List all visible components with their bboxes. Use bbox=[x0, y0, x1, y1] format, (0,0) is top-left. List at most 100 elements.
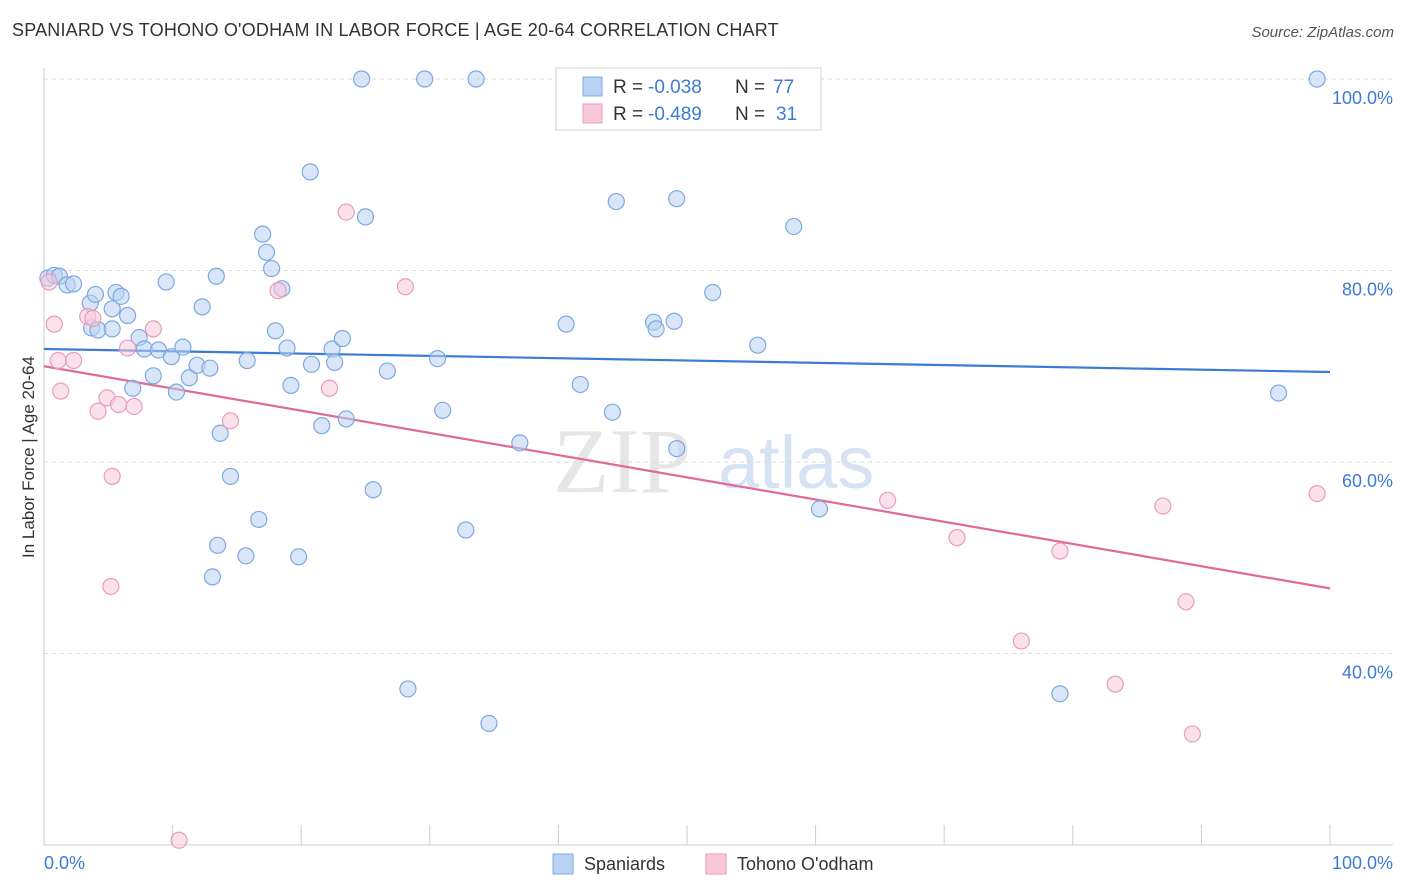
spaniards-point-61 bbox=[607, 192, 625, 211]
legend-tohono-label: Tohono O'odham bbox=[737, 854, 874, 874]
spaniards-point-44 bbox=[333, 329, 351, 348]
spaniards-point-43 bbox=[326, 353, 344, 372]
spaniards-point-7 bbox=[86, 285, 105, 304]
spaniards-point-40 bbox=[302, 355, 321, 373]
tick-labels: 100.0% 80.0% 60.0% 40.0% 0.0% 100.0% bbox=[44, 88, 1393, 873]
spaniards-point-48 bbox=[353, 70, 371, 88]
data-points bbox=[39, 70, 1326, 849]
tohono-point-13 bbox=[125, 397, 143, 416]
trend-lines bbox=[43, 347, 1331, 590]
spaniards-point-23 bbox=[180, 369, 198, 387]
spaniards-point-13 bbox=[118, 306, 137, 325]
stats-legend: R = -0.038 N = 77 R = -0.489 N = 31 bbox=[555, 67, 822, 131]
y-tick-label-100: 100.0% bbox=[1332, 88, 1393, 108]
spaniards-point-68 bbox=[749, 336, 767, 354]
spaniards-point-27 bbox=[207, 267, 225, 285]
spaniards-point-14 bbox=[124, 379, 142, 397]
spaniards-point-4 bbox=[64, 275, 83, 293]
tohono-point-30 bbox=[1308, 484, 1326, 503]
spaniards-point-70 bbox=[810, 500, 829, 518]
spaniards-point-64 bbox=[665, 312, 683, 330]
source-label: Source: ZipAtlas.com bbox=[1251, 24, 1394, 41]
series-legend: Spaniards Tohono O'odham bbox=[552, 853, 874, 875]
legend-r-value-blue: -0.038 bbox=[648, 77, 702, 98]
spaniards-point-25 bbox=[193, 298, 211, 316]
x-tick-label-right: 100.0% bbox=[1332, 853, 1393, 873]
y-tick-label-80: 80.0% bbox=[1342, 280, 1393, 300]
spaniards-point-52 bbox=[399, 680, 417, 698]
spaniards-point-65 bbox=[668, 439, 686, 458]
spaniards-point-31 bbox=[250, 510, 268, 529]
spaniards-point-72 bbox=[203, 568, 222, 586]
spaniards-point-73 bbox=[209, 536, 227, 554]
spaniards-point-54 bbox=[434, 401, 452, 419]
chart-title: SPANIARD VS TOHONO O'ODHAM IN LABOR FORC… bbox=[12, 20, 779, 40]
tohono-point-3 bbox=[52, 382, 70, 400]
legend-tohono-swatch bbox=[705, 853, 727, 875]
tohono-point-1 bbox=[45, 315, 63, 333]
spaniards-point-76 bbox=[1308, 70, 1326, 88]
tohono-point-27 bbox=[1154, 497, 1172, 515]
tohono-point-2 bbox=[49, 351, 67, 370]
y-tick-label-60: 60.0% bbox=[1342, 471, 1393, 491]
tohono-point-4 bbox=[64, 351, 83, 370]
spaniards-point-60 bbox=[603, 403, 622, 421]
spaniards-point-26 bbox=[201, 359, 219, 377]
legend-swatch-blue bbox=[582, 76, 603, 97]
tohono-point-28 bbox=[1177, 593, 1195, 611]
watermark: ZIP atlas bbox=[553, 410, 874, 512]
spaniards-point-50 bbox=[467, 70, 485, 88]
legend-r-value-pink: -0.489 bbox=[648, 104, 702, 125]
spaniards-point-28 bbox=[211, 424, 229, 442]
spaniards-point-66 bbox=[668, 190, 686, 208]
tohono-point-22 bbox=[879, 491, 897, 509]
tohono-point-12 bbox=[118, 339, 137, 357]
tohono-point-16 bbox=[221, 412, 240, 430]
tohono-point-23 bbox=[948, 529, 966, 547]
tohono-point-0 bbox=[40, 273, 58, 291]
y-tick-label-40: 40.0% bbox=[1342, 663, 1393, 683]
spaniards-point-34 bbox=[266, 322, 285, 340]
spaniards-point-19 bbox=[157, 273, 175, 291]
spaniards-point-77 bbox=[1269, 384, 1288, 402]
legend-n-label-blue: N = bbox=[735, 77, 765, 98]
spaniards-point-47 bbox=[364, 481, 382, 499]
tohono-point-11 bbox=[109, 395, 128, 414]
tohono-point-6 bbox=[84, 309, 102, 327]
spaniards-point-38 bbox=[290, 548, 308, 566]
y-axis-label: In Labor Force | Age 20-64 bbox=[19, 356, 38, 558]
tohono-point-10 bbox=[102, 577, 120, 596]
spaniards-point-69 bbox=[785, 217, 803, 236]
spaniards-point-41 bbox=[313, 417, 331, 435]
legend-n-label-pink: N = bbox=[735, 104, 765, 125]
tohono-trend-line bbox=[43, 365, 1331, 590]
tohono-point-9 bbox=[103, 467, 121, 485]
spaniards-point-71 bbox=[263, 259, 281, 278]
spaniards-point-17 bbox=[144, 367, 162, 385]
spaniards-point-58 bbox=[557, 315, 575, 333]
spaniards-point-45 bbox=[337, 410, 355, 428]
spaniards-point-36 bbox=[278, 339, 296, 357]
tohono-point-25 bbox=[1051, 542, 1069, 560]
tohono-point-20 bbox=[396, 278, 414, 296]
spaniards-point-63 bbox=[647, 320, 665, 338]
legend-spaniards-swatch bbox=[552, 853, 574, 875]
spaniards-point-39 bbox=[301, 163, 319, 181]
spaniards-point-9 bbox=[103, 300, 121, 318]
legend-spaniards-label: Spaniards bbox=[584, 854, 665, 874]
watermark-zip: ZIP bbox=[553, 410, 691, 512]
spaniards-point-51 bbox=[378, 362, 396, 380]
spaniards-point-21 bbox=[167, 383, 186, 401]
spaniards-point-67 bbox=[704, 283, 722, 302]
tohono-point-17 bbox=[269, 282, 287, 300]
spaniards-point-75 bbox=[1051, 685, 1069, 703]
legend-r-label-blue: R = bbox=[613, 77, 643, 98]
spaniards-point-59 bbox=[571, 375, 589, 394]
tohono-point-18 bbox=[320, 379, 339, 397]
tohono-point-24 bbox=[1012, 632, 1030, 650]
spaniards-point-30 bbox=[238, 351, 256, 370]
spaniards-point-20 bbox=[162, 348, 180, 366]
spaniards-point-56 bbox=[480, 714, 498, 732]
legend-swatch-pink bbox=[582, 103, 603, 124]
